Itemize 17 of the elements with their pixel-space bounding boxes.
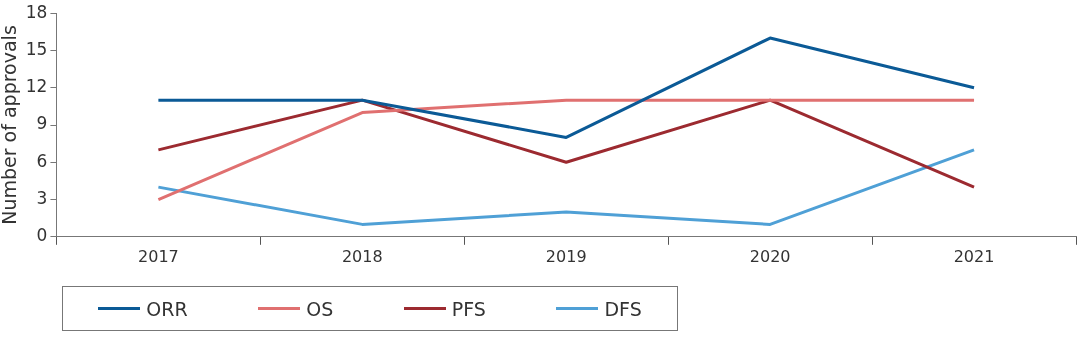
x-tick-label: 2017	[138, 246, 179, 266]
y-tick-label: 3	[36, 187, 48, 208]
legend-label: PFS	[451, 297, 486, 320]
y-tick-label: 6	[36, 150, 48, 171]
y-tick-label: 12	[25, 76, 48, 97]
y-tick-label: 15	[25, 38, 48, 59]
y-axis-title: Number of approvals	[0, 25, 21, 225]
legend-label: DFS	[604, 297, 642, 320]
y-tick-label: 0	[36, 225, 48, 246]
y-tick-label: 9	[36, 113, 48, 134]
x-tick-label: 2020	[749, 246, 791, 266]
x-tick-label: 2021	[953, 246, 995, 266]
legend-label: OS	[306, 297, 334, 320]
y-tick-label: 18	[25, 1, 48, 22]
legend-label: ORR	[146, 297, 188, 320]
x-tick-label: 2018	[341, 246, 383, 266]
x-tick-label: 2019	[545, 246, 587, 266]
